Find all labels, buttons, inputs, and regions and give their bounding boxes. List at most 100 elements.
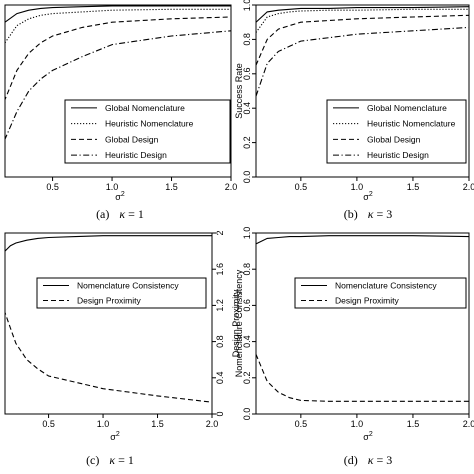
plot-frame [4,232,213,415]
x-tick-label: 0.5 [42,419,55,429]
x-tick-label: 2.0 [463,182,474,192]
caption-value: = 3 [373,453,392,467]
y-tick-label: 0.2 [242,136,252,149]
legend-label: Heuristic Design [105,150,167,160]
caption-value: = 1 [125,207,144,221]
plot-frame [4,4,232,178]
y-tick-label: 0.6 [242,68,252,81]
series-line-1 [5,5,231,24]
caption-label: (a) [96,207,109,221]
legend-label: Design Proximity [335,296,400,306]
x-axis-label-exponent: 2 [369,191,373,198]
x-axis-label-base: σ [363,192,369,202]
caption-label: (c) [86,453,99,467]
legend-label: Global Nomenclature [105,103,185,113]
x-tick-label: 2.0 [463,419,474,429]
plot-frame [255,4,470,178]
x-tick-label: 1.5 [151,419,164,429]
caption-kappa: κ [368,453,374,467]
plot-frame [255,232,470,415]
series-line-4 [256,26,469,97]
x-axis-label: σ2 [110,431,120,442]
legend-box [294,277,467,309]
legend-label: Nomenclature Consistency [77,281,179,291]
y-axis-label: Nomenclature Consistency [234,269,244,377]
y-tick-label: 0.6 [242,299,252,312]
series-line-1 [256,6,469,23]
x-axis-label: σ2 [363,191,373,202]
series-line-1 [5,235,212,252]
legend: Global Nomenclature Heuristic Nomenclatur… [64,99,231,164]
x-tick-label: 0.5 [295,419,308,429]
x-axis-label: σ2 [363,431,373,442]
panel-caption: (b) κ = 3 [344,207,393,221]
caption-value: = 1 [115,453,134,467]
legend-label: Global Design [105,134,159,144]
x-axis-label-base: σ [115,192,121,202]
y-tick-label: 0.8 [242,33,252,46]
y-right-tick-label: 0.4 [215,372,225,385]
legend-box [64,99,231,164]
x-tick-label: 1.0 [97,419,110,429]
caption-kappa: κ [119,207,125,221]
x-tick-label: 1.0 [351,182,364,192]
x-axis-label-base: σ [363,432,369,442]
y-tick-label: 0.4 [242,102,252,115]
x-axis-label: σ2 [115,191,125,202]
caption-label: (b) [344,207,358,221]
y-tick-label: 0.4 [242,335,252,348]
y-tick-label: 1.0 [242,227,252,240]
y-tick-label: 0.2 [242,372,252,385]
panel-caption: (a) κ = 1 [96,207,144,221]
y-right-tick-label: 1.2 [215,299,225,312]
y-axis-label-right: Design Proximity [231,289,241,357]
x-tick-label: 2.0 [206,419,219,429]
x-axis-label-base: σ [110,432,116,442]
x-axis-label-exponent: 2 [116,431,120,438]
panel-caption: (c) κ = 1 [86,453,134,467]
panel-caption: (d) κ = 3 [344,453,393,467]
x-tick-label: 1.5 [407,182,420,192]
y-right-tick-label: 2 [215,230,225,235]
y-axis-label: Success Rate [234,63,244,119]
legend: Nomenclature Consistency Design Proximity [294,277,467,309]
caption-kappa: κ [368,207,374,221]
legend-label: Global Nomenclature [367,103,447,113]
caption-value: = 3 [373,207,392,221]
y-tick-label: 0.0 [242,408,252,421]
x-axis-label-exponent: 2 [369,431,373,438]
x-tick-label: 1.0 [351,419,364,429]
series-line-3 [5,16,231,102]
legend-label: Nomenclature Consistency [335,281,437,291]
legend: Global Nomenclature Heuristic Nomenclatur… [326,99,467,164]
series-line-4 [5,30,231,141]
x-tick-label: 0.5 [295,182,308,192]
legend: Nomenclature Consistency Design Proximity [36,277,207,309]
legend-label: Heuristic Design [367,150,429,160]
series-line-2 [5,310,212,403]
y-right-tick-label: 1.6 [215,263,225,276]
panel-3: 0.5 1.0 1.5 2.0 0 0.4 0.8 1.2 1.6 2 Nomenclature C… [4,230,241,467]
x-tick-label: 1.5 [407,419,420,429]
panel-4: 0.5 1.0 1.5 2.0 0.0 0.2 0.4 0.6 0.8 1.0 Nomenclatu… [234,227,474,467]
y-tick-label: 1.0 [242,0,252,11]
series-line-3 [256,14,469,66]
y-tick-label: 0.0 [242,171,252,184]
legend-label: Global Design [367,134,421,144]
caption-kappa: κ [109,453,115,467]
x-tick-label: 1.5 [165,182,178,192]
legend-label: Heuristic Nomenclature [105,119,194,129]
caption-label: (d) [344,453,358,467]
y-tick-label: 0.8 [242,263,252,276]
legend-label: Design Proximity [77,296,142,306]
y-right-tick-label: 0.8 [215,335,225,348]
x-tick-label: 2.0 [225,182,238,192]
series-line-1 [256,235,469,245]
legend-box [326,99,467,164]
x-tick-label: 0.5 [46,182,59,192]
series-line-2 [256,354,469,402]
legend-box [36,277,207,309]
legend-label: Heuristic Nomenclature [367,119,456,129]
panel-2: 0.5 1.0 1.5 2.0 0.0 0.2 0.4 0.6 0.8 1.0 Global Nom… [234,0,474,221]
